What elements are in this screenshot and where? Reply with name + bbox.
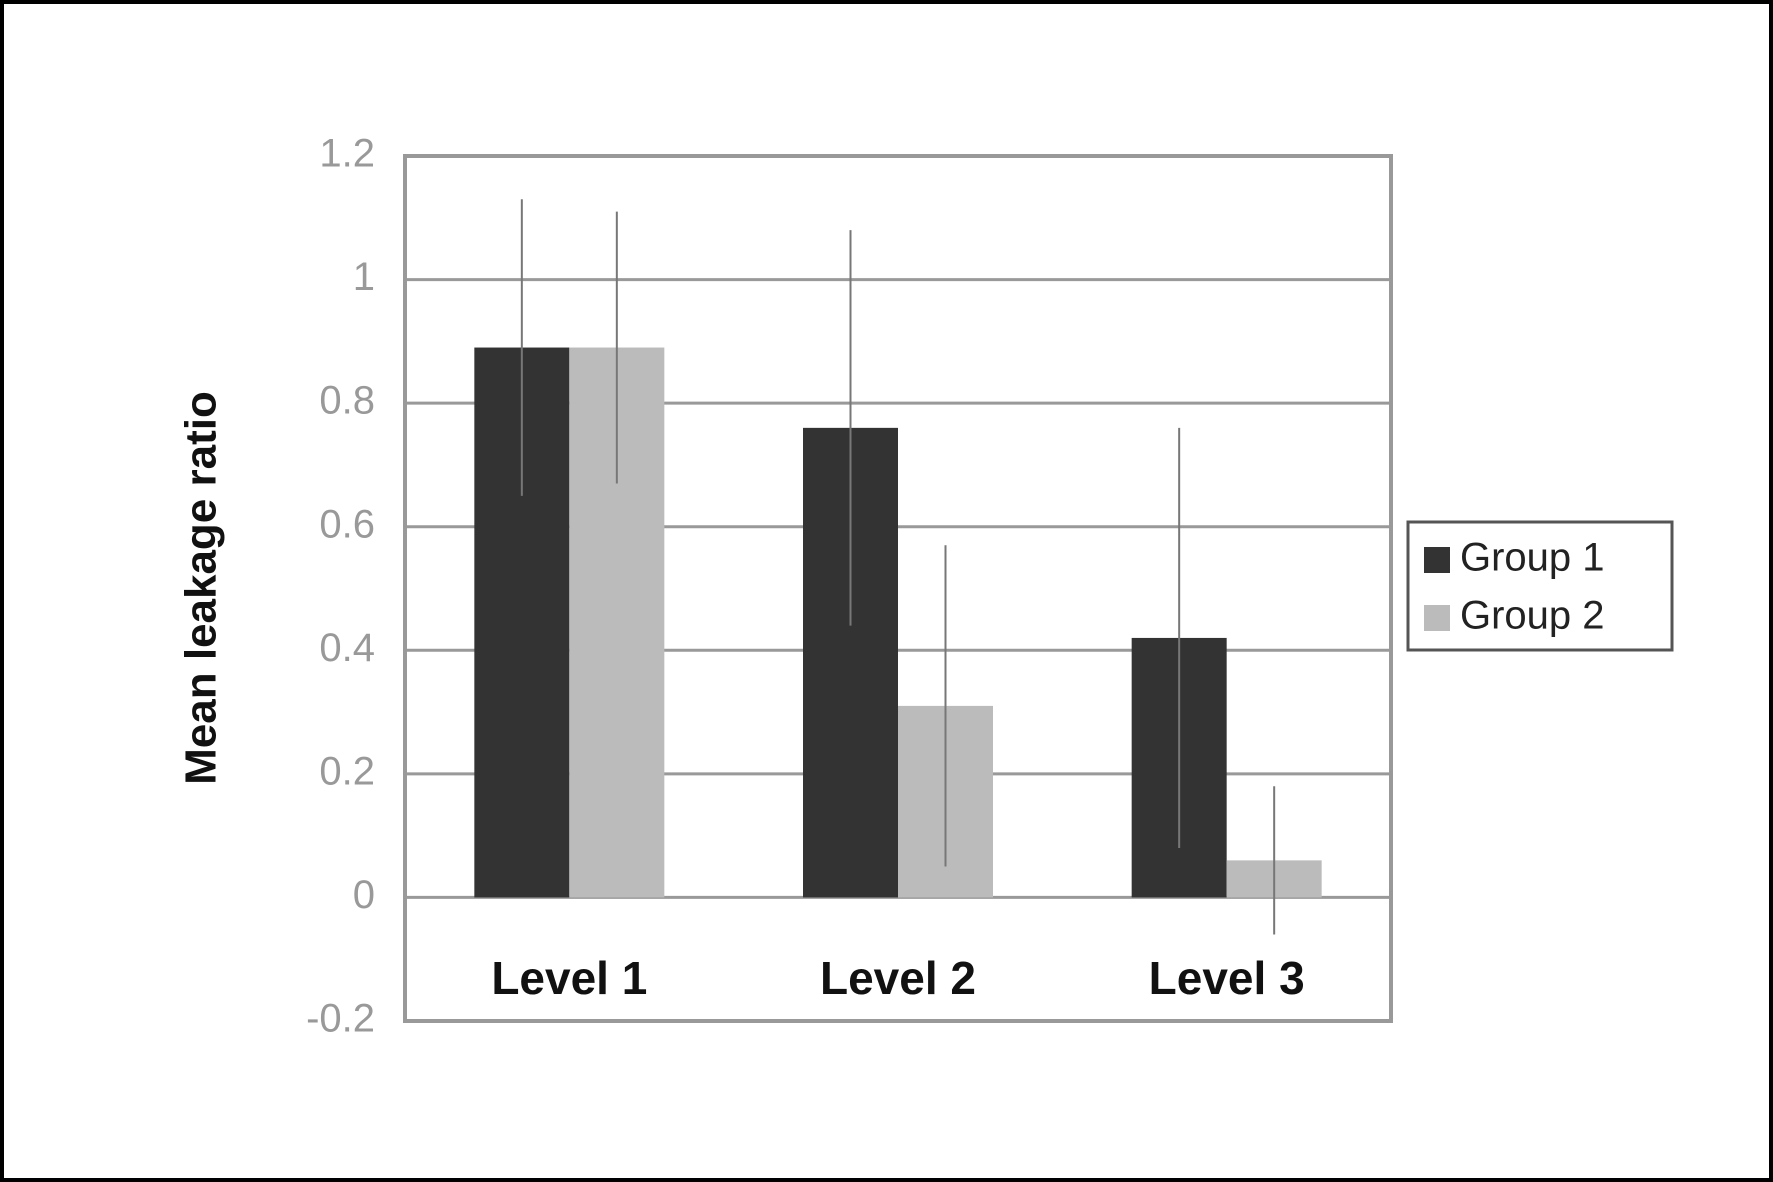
- y-tick-label: 1: [353, 255, 375, 299]
- y-tick-label: -0.2: [306, 997, 375, 1041]
- x-tick-label: Level 2: [820, 952, 976, 1004]
- x-tick-label: Level 1: [491, 952, 647, 1004]
- y-tick-label: 0.8: [319, 379, 375, 423]
- legend-label: Group 2: [1460, 594, 1605, 638]
- y-tick-label: 1.2: [319, 132, 375, 176]
- plot-border: [403, 154, 1393, 1023]
- legend-swatch: [1424, 547, 1450, 573]
- y-tick-label: 0.6: [319, 502, 375, 546]
- y-tick-label: 0: [353, 873, 375, 917]
- legend-label: Group 1: [1460, 536, 1605, 580]
- y-tick-label: 0.4: [319, 626, 375, 670]
- y-axis-label: Mean leakage ratio: [177, 391, 226, 785]
- legend-swatch: [1424, 605, 1450, 631]
- y-tick-label: 0.2: [319, 749, 375, 793]
- x-tick-label: Level 3: [1149, 952, 1305, 1004]
- legend-box: [1406, 520, 1674, 652]
